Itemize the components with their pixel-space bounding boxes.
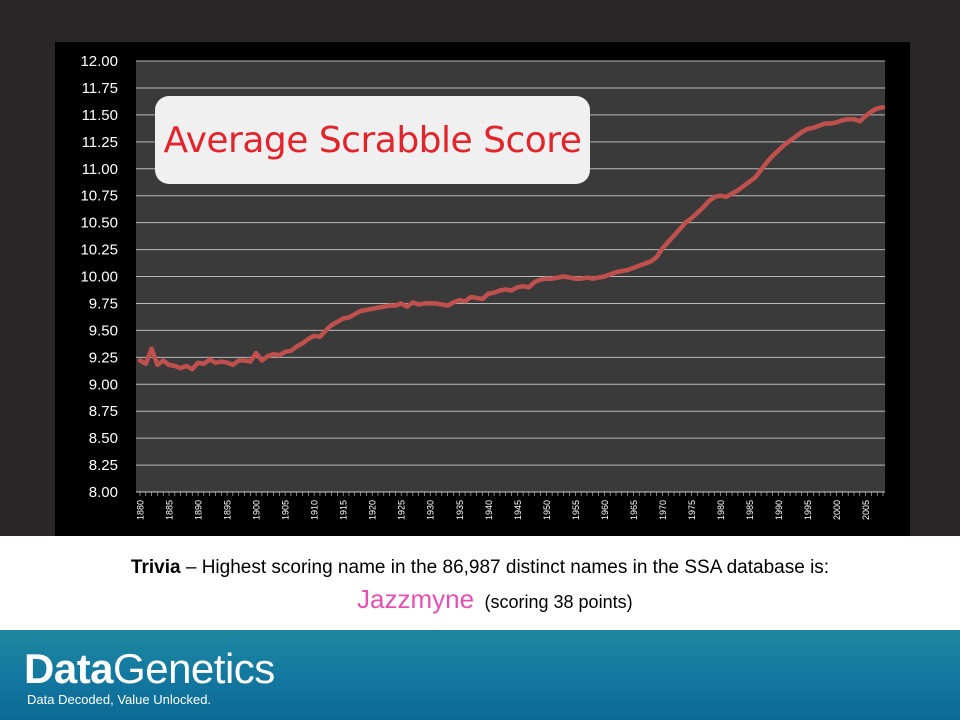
x-tick-label: 1990 [774,500,784,520]
x-tick-label: 1985 [745,500,755,520]
x-tick-label: 1890 [194,500,204,520]
y-tick-label: 12.00 [80,53,118,70]
logo-tagline: Data Decoded, Value Unlocked. [27,692,212,707]
y-tick-label: 11.00 [82,161,118,178]
y-tick-label: 9.25 [89,349,118,366]
x-tick-label: 2000 [832,500,842,520]
x-tick-label: 1975 [687,500,697,520]
x-tick-label: 1940 [484,500,494,520]
trivia-lead: Trivia [130,557,181,578]
y-tick-label: 11.50 [82,107,118,124]
y-tick-label: 8.75 [89,403,118,420]
y-tick-label: 8.25 [89,457,118,474]
series [137,105,886,372]
trivia-text: Trivia – Highest scoring name in the 86,… [0,557,960,579]
x-tick-label: 1910 [310,500,320,520]
y-tick-label: 8.50 [89,430,118,447]
x-tick-label: 1945 [513,500,523,520]
y-tick-label: 11.25 [82,134,118,151]
x-tick-label: 1960 [600,500,610,520]
y-tick-label: 10.75 [80,188,118,205]
chart-title: Average Scrabble Score [163,119,582,161]
y-tick-label: 9.00 [89,376,118,393]
series-line [137,105,886,372]
y-axis: 8.00 8.25 8.50 8.75 9.00 9.25 9.50 9.75 10.00 10.… [80,53,118,501]
x-tick-label: 1965 [629,500,639,520]
x-tick-label: 1980 [716,500,726,520]
x-tick-label: 1925 [397,500,407,520]
x-tick-label: 1905 [281,500,291,520]
y-tick-label: 9.50 [89,322,118,339]
footer-banner [0,630,960,720]
x-tick-label: 1955 [571,500,581,520]
x-tick-label: 1935 [455,500,465,520]
y-tick-label: 10.50 [80,215,118,232]
trivia-body: – Highest scoring name in the 86,987 dis… [180,557,830,578]
x-tick-label: 1950 [542,500,552,520]
y-tick-label: 11.75 [82,80,118,97]
trivia-score-note: (scoring 38 points) [484,592,633,612]
x-tick-label: 1885 [165,500,175,520]
chart-title-box: Average Scrabble Score [155,96,590,184]
y-tick-label: 10.25 [80,242,118,259]
x-tick-label: 1930 [426,500,436,520]
x-axis: 1880 1885 1890 1895 1900 1905 1910 1915 1920 1925… [136,492,884,520]
x-tick-label: 1915 [339,500,349,520]
logo-part-genetics: Genetics [113,645,275,692]
trivia-name: Jazzmyne [357,584,475,614]
x-tick-label: 1880 [136,500,146,520]
x-tick-label: 1995 [803,500,813,520]
x-tick-label: 2005 [861,500,871,520]
x-tick-label: 1970 [658,500,668,520]
x-tick-label: 1900 [252,500,262,520]
logo: DataGenetics [24,645,275,693]
y-tick-label: 8.00 [89,484,118,501]
y-tick-label: 10.00 [80,269,118,286]
y-tick-label: 9.75 [89,295,118,312]
logo-part-data: Data [24,645,114,692]
trivia-area [0,536,960,630]
x-tick-label: 1920 [368,500,378,520]
trivia-answer: Jazzmyne (scoring 38 points) [357,584,633,615]
x-tick-label: 1895 [223,500,233,520]
